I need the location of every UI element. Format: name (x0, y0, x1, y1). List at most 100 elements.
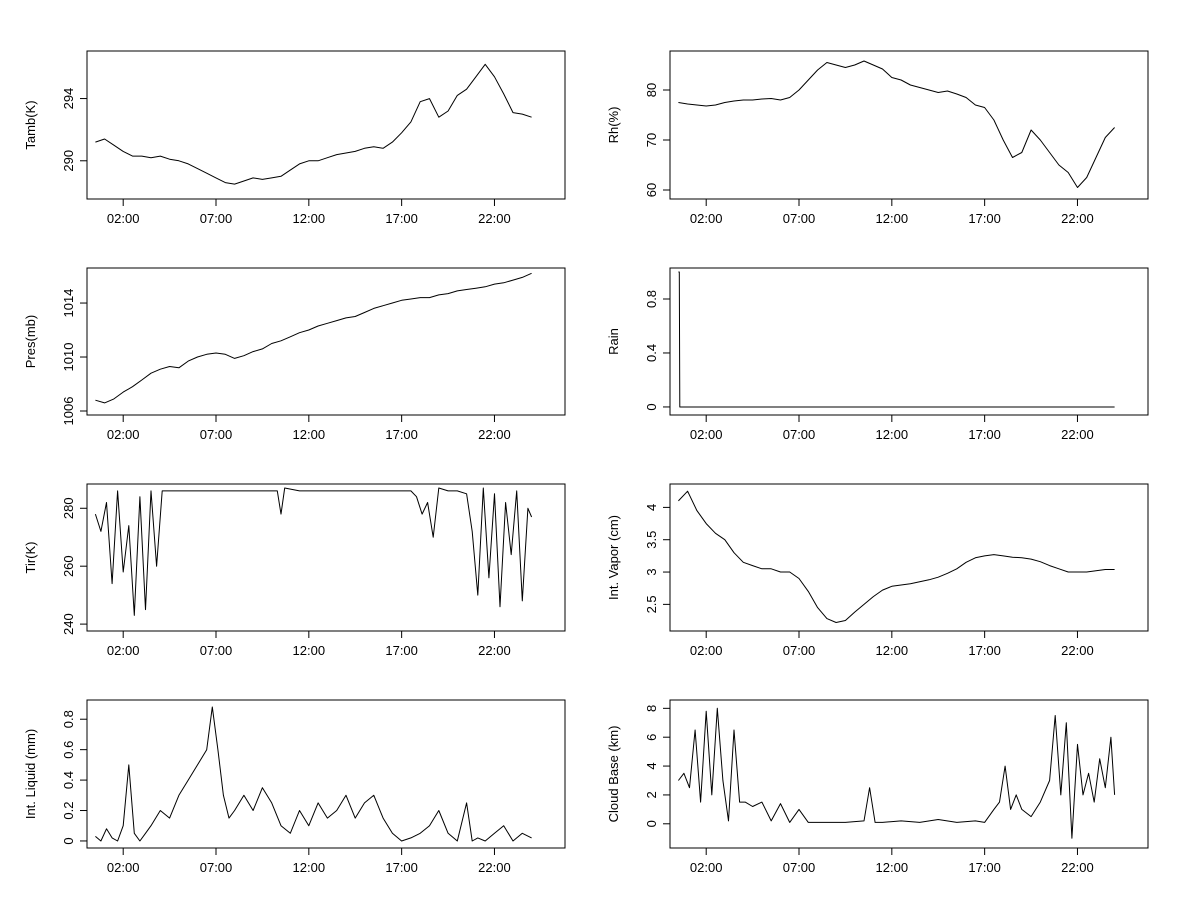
x-tick-label: 02:00 (690, 211, 723, 226)
x-tick-label: 17:00 (385, 643, 418, 658)
series-line (678, 60, 1115, 188)
series-line (678, 490, 1115, 623)
chart-panel-3: 02:00 07:00 12:00 17:00 22:00 1006 1010 1014 Pre… (23, 267, 566, 442)
y-axis-label: Pres(mb) (23, 315, 38, 368)
y-tick-label: 70 (644, 133, 659, 147)
y-tick-label: 0 (61, 837, 76, 844)
y-tick-label: 0.4 (644, 344, 659, 362)
y-axis-label: Tamb(K) (23, 100, 38, 149)
y-axis-label: Cloud Base (km) (606, 726, 621, 823)
y-axis-label: Tir(K) (23, 541, 38, 573)
x-tick-label: 22:00 (478, 427, 511, 442)
x-tick-label: 17:00 (385, 427, 418, 442)
x-tick-label: 07:00 (783, 211, 816, 226)
y-tick-label: 260 (61, 555, 76, 577)
y-tick-label: 1010 (61, 343, 76, 372)
x-tick-label: 17:00 (385, 860, 418, 875)
chart-panel-4: 02:00 07:00 12:00 17:00 22:00 0 0.4 0.8 Rain (606, 267, 1149, 442)
x-tick-label: 02:00 (690, 860, 723, 875)
x-tick-label: 22:00 (478, 211, 511, 226)
plot-frame (669, 699, 1149, 849)
y-axis-label: Int. Vapor (cm) (606, 515, 621, 600)
x-tick-label: 02:00 (107, 427, 140, 442)
x-tick-label: 12:00 (293, 211, 326, 226)
x-tick-label: 02:00 (107, 860, 140, 875)
x-tick-label: 22:00 (1061, 211, 1094, 226)
y-tick-label: 1014 (61, 289, 76, 318)
chart-panel-2: 02:00 07:00 12:00 17:00 22:00 60 70 80 Rh(%) (606, 50, 1149, 226)
x-tick-label: 02:00 (107, 211, 140, 226)
series-line (95, 706, 532, 842)
plot-frame (86, 50, 566, 200)
chart-panel-6: 02:00 07:00 12:00 17:00 22:00 2.5 3 3.5 4 Int. Va… (606, 483, 1149, 658)
x-tick-label: 02:00 (107, 643, 140, 658)
y-tick-label: 8 (644, 705, 659, 712)
x-tick-label: 22:00 (478, 643, 511, 658)
y-tick-label: 290 (61, 150, 76, 172)
x-tick-label: 07:00 (200, 643, 233, 658)
x-tick-label: 17:00 (968, 427, 1001, 442)
plot-frame (669, 50, 1149, 200)
x-tick-label: 12:00 (876, 860, 909, 875)
x-tick-label: 12:00 (293, 860, 326, 875)
x-tick-label: 07:00 (200, 860, 233, 875)
x-tick-label: 12:00 (876, 211, 909, 226)
y-tick-label: 280 (61, 497, 76, 519)
y-tick-label: 1006 (61, 397, 76, 426)
y-tick-label: 0 (644, 403, 659, 410)
x-tick-label: 17:00 (968, 211, 1001, 226)
chart-panel-8: 02:00 07:00 12:00 17:00 22:00 0 2 4 6 8 Cloud Base… (606, 699, 1149, 875)
x-tick-label: 12:00 (876, 427, 909, 442)
y-tick-label: 6 (644, 734, 659, 741)
y-tick-label: 2.5 (644, 595, 659, 613)
y-tick-label: 0.2 (61, 801, 76, 819)
y-axis-label: Int. Liquid (mm) (23, 729, 38, 819)
y-tick-label: 3.5 (644, 531, 659, 549)
x-tick-label: 22:00 (1061, 643, 1094, 658)
x-tick-label: 07:00 (783, 427, 816, 442)
x-tick-label: 22:00 (1061, 427, 1094, 442)
y-axis-label: Rh(%) (606, 107, 621, 144)
x-tick-label: 07:00 (200, 427, 233, 442)
y-tick-label: 294 (61, 88, 76, 110)
y-tick-label: 240 (61, 613, 76, 635)
chart-panel-5: 02:00 07:00 12:00 17:00 22:00 240 260 280 Tir(K) (23, 483, 566, 658)
plot-frame (86, 483, 566, 632)
y-tick-label: 0.6 (61, 741, 76, 759)
y-tick-label: 0.8 (61, 710, 76, 728)
chart-panel-7: 02:00 07:00 12:00 17:00 22:00 0 0.2 0.4 0.6 0.8 In… (23, 699, 566, 875)
plot-frame (669, 483, 1149, 632)
x-tick-label: 02:00 (690, 643, 723, 658)
x-tick-label: 22:00 (478, 860, 511, 875)
x-tick-label: 12:00 (293, 427, 326, 442)
series-line (94, 487, 533, 616)
series-line (678, 707, 1116, 839)
x-tick-label: 12:00 (876, 643, 909, 658)
x-tick-label: 07:00 (783, 643, 816, 658)
x-tick-label: 12:00 (293, 643, 326, 658)
series-line (678, 271, 1115, 408)
y-tick-label: 80 (644, 83, 659, 97)
x-tick-label: 17:00 (968, 860, 1001, 875)
x-tick-label: 07:00 (783, 860, 816, 875)
y-tick-label: 4 (644, 504, 659, 511)
plot-frame (86, 699, 566, 849)
chart-panel-1: 02:00 07:00 12:00 17:00 22:00 290 294 Tamb(K) (23, 50, 566, 226)
x-tick-label: 17:00 (385, 211, 418, 226)
y-tick-label: 0.4 (61, 771, 76, 789)
series-line (95, 272, 532, 404)
x-tick-label: 07:00 (200, 211, 233, 226)
y-tick-label: 2 (644, 791, 659, 798)
plot-frame (669, 267, 1149, 416)
y-tick-label: 0.8 (644, 290, 659, 308)
y-tick-label: 0 (644, 820, 659, 827)
x-tick-label: 02:00 (690, 427, 723, 442)
plot-frame (86, 267, 566, 416)
x-tick-label: 17:00 (968, 643, 1001, 658)
y-tick-label: 60 (644, 183, 659, 197)
x-tick-label: 22:00 (1061, 860, 1094, 875)
series-line (95, 63, 532, 185)
y-axis-label: Rain (606, 328, 621, 355)
y-tick-label: 3 (644, 568, 659, 575)
